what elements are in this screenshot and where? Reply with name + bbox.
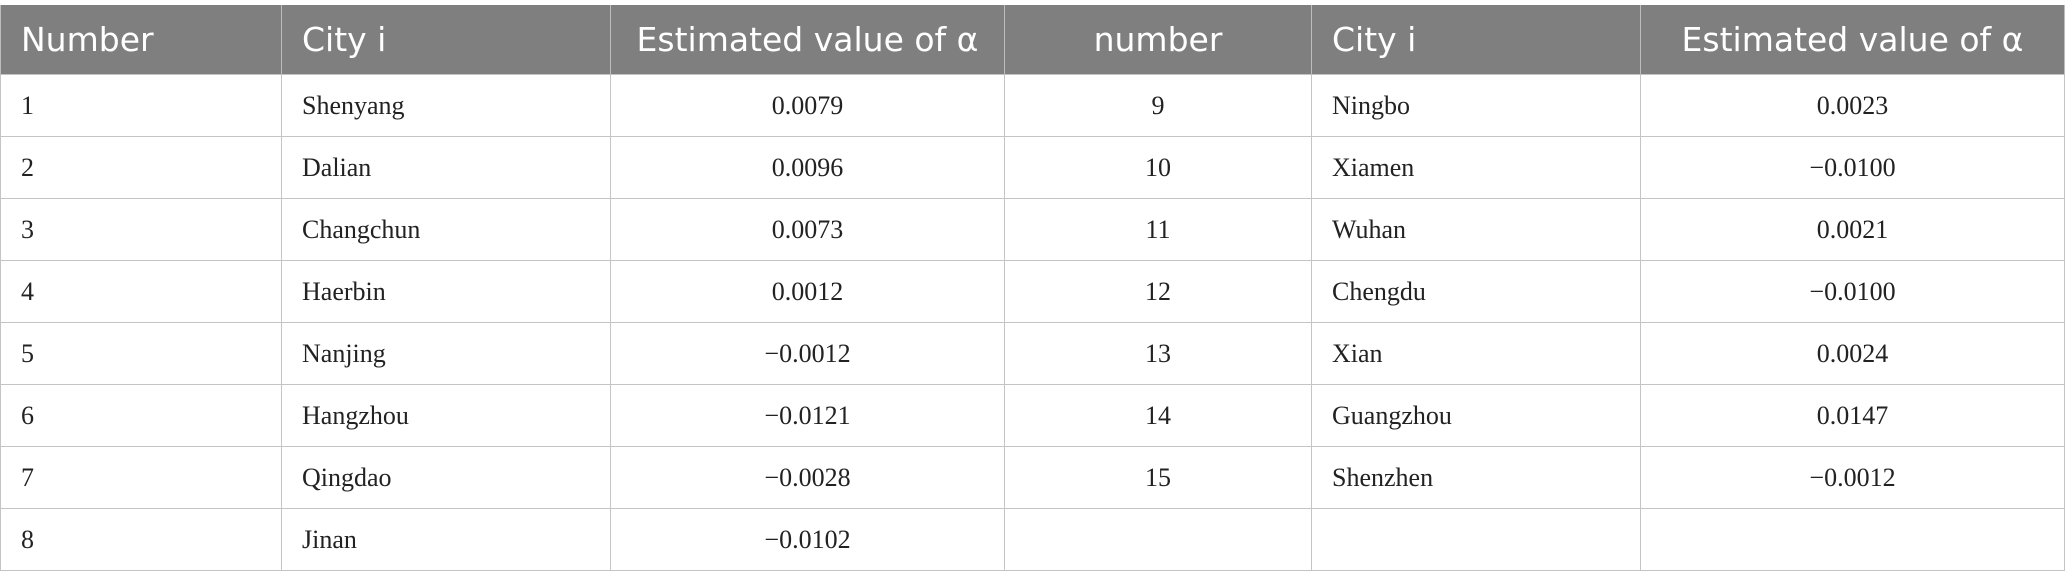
table-cell: Shenyang <box>281 74 611 137</box>
table-header: Number City i Estimated value of α number Ci… <box>0 5 2065 75</box>
table-cell: 8 <box>0 508 282 571</box>
table-body: 1 Shenyang 0.0079 9 Ningbo 0.0023 2 Dalian 0.009… <box>0 74 2065 571</box>
table-cell: 11 <box>1004 198 1312 261</box>
table-cell: Changchun <box>281 198 611 261</box>
table-cell: 6 <box>0 384 282 447</box>
table-cell: Hangzhou <box>281 384 611 447</box>
data-table: Number City i Estimated value of α number Ci… <box>0 5 2065 571</box>
empty-cell <box>1311 508 1641 571</box>
table-cell: −0.0102 <box>610 508 1005 571</box>
table-cell: 7 <box>0 446 282 509</box>
table-cell: 13 <box>1004 322 1312 385</box>
table-cell: −0.0012 <box>610 322 1005 385</box>
table-cell: 1 <box>0 74 282 137</box>
table-cell: Haerbin <box>281 260 611 323</box>
empty-cell <box>1004 508 1312 571</box>
table-cell: Jinan <box>281 508 611 571</box>
column-header: Estimated value of α <box>610 5 1005 75</box>
column-header: Estimated value of α <box>1640 5 2065 75</box>
table-cell: 0.0021 <box>1640 198 2065 261</box>
column-header: number <box>1004 5 1312 75</box>
table-cell: 15 <box>1004 446 1312 509</box>
table-cell: 4 <box>0 260 282 323</box>
table-cell: Nanjing <box>281 322 611 385</box>
table-row: 3 Changchun 0.0073 11 Wuhan 0.0021 <box>0 198 2065 261</box>
table-cell: −0.0121 <box>610 384 1005 447</box>
table-cell: Qingdao <box>281 446 611 509</box>
header-row: Number City i Estimated value of α number Ci… <box>0 5 2065 75</box>
table-cell: Guangzhou <box>1311 384 1641 447</box>
table-row: 4 Haerbin 0.0012 12 Chengdu −0.0100 <box>0 260 2065 323</box>
table-cell: 2 <box>0 136 282 199</box>
table-cell: 0.0024 <box>1640 322 2065 385</box>
table-cell: 0.0147 <box>1640 384 2065 447</box>
table-cell: 12 <box>1004 260 1312 323</box>
table-cell: 0.0079 <box>610 74 1005 137</box>
table-cell: Wuhan <box>1311 198 1641 261</box>
table-cell: Ningbo <box>1311 74 1641 137</box>
table-cell: −0.0028 <box>610 446 1005 509</box>
table-cell: Xian <box>1311 322 1641 385</box>
table-cell: 0.0073 <box>610 198 1005 261</box>
table-cell: −0.0100 <box>1640 136 2065 199</box>
table-cell: 10 <box>1004 136 1312 199</box>
table-cell: 0.0012 <box>610 260 1005 323</box>
table-cell: −0.0012 <box>1640 446 2065 509</box>
table-row: 8 Jinan −0.0102 <box>0 508 2065 571</box>
table-cell: 0.0023 <box>1640 74 2065 137</box>
table-cell: 9 <box>1004 74 1312 137</box>
empty-cell <box>1640 508 2065 571</box>
table-cell: Shenzhen <box>1311 446 1641 509</box>
column-header: City i <box>1311 5 1641 75</box>
table-cell: Dalian <box>281 136 611 199</box>
column-header: Number <box>0 5 282 75</box>
table-row: 1 Shenyang 0.0079 9 Ningbo 0.0023 <box>0 74 2065 137</box>
table-row: 2 Dalian 0.0096 10 Xiamen −0.0100 <box>0 136 2065 199</box>
table-cell: 14 <box>1004 384 1312 447</box>
column-header: City i <box>281 5 611 75</box>
table-cell: 0.0096 <box>610 136 1005 199</box>
table-row: 6 Hangzhou −0.0121 14 Guangzhou 0.0147 <box>0 384 2065 447</box>
table-row: 5 Nanjing −0.0012 13 Xian 0.0024 <box>0 322 2065 385</box>
table-cell: −0.0100 <box>1640 260 2065 323</box>
table-cell: 5 <box>0 322 282 385</box>
table-cell: Xiamen <box>1311 136 1641 199</box>
table-cell: Chengdu <box>1311 260 1641 323</box>
table-row: 7 Qingdao −0.0028 15 Shenzhen −0.0012 <box>0 446 2065 509</box>
table-cell: 3 <box>0 198 282 261</box>
